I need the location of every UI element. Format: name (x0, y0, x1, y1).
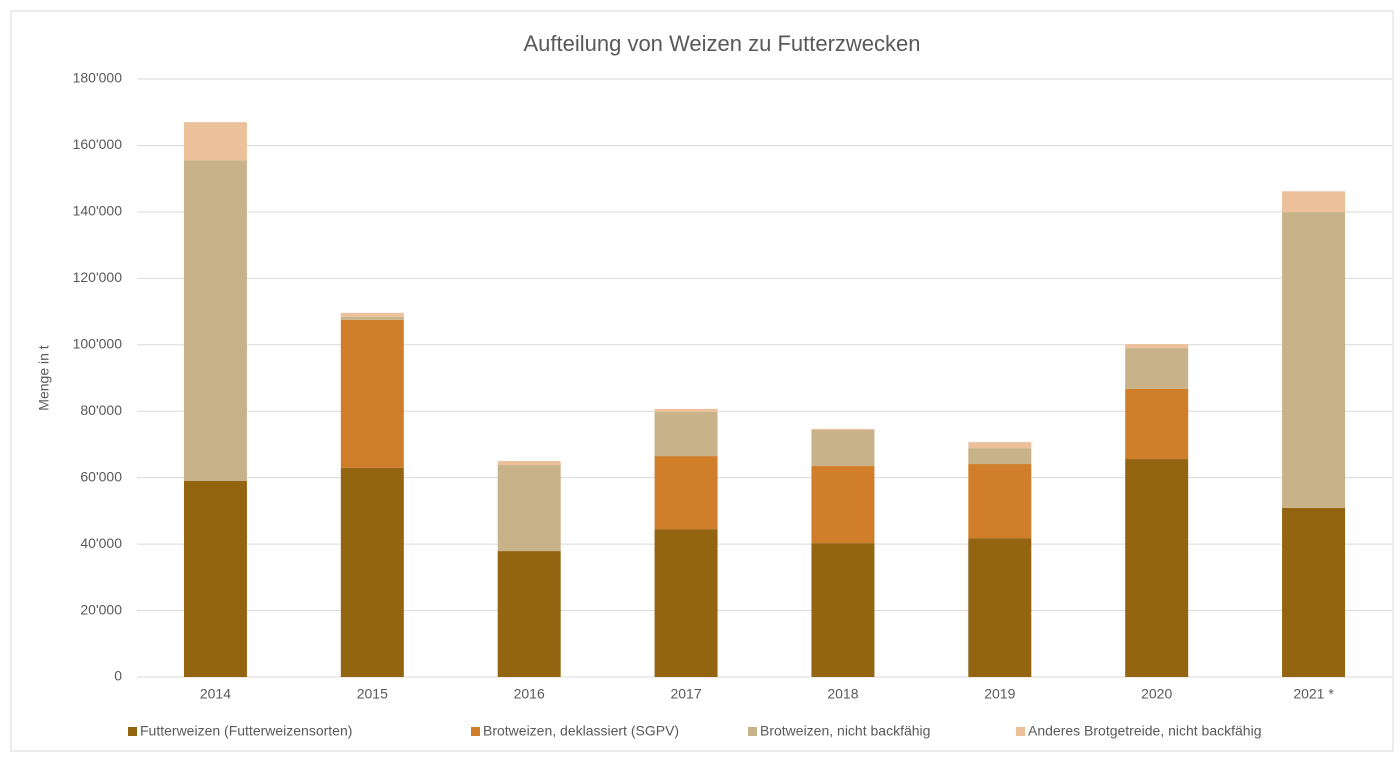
y-tick-label: 160'000 (73, 136, 123, 152)
legend-swatch (1016, 727, 1025, 736)
bar-segment (340, 312, 404, 317)
bar-segment (968, 538, 1032, 677)
legend-swatch (128, 727, 137, 736)
x-tick-label: 2017 (670, 686, 701, 702)
bar-segment (654, 408, 718, 412)
chart-title: Aufteilung von Weizen zu Futterzwecken (523, 31, 920, 56)
y-axis-label: Menge in t (36, 345, 52, 410)
y-tick-label: 140'000 (73, 203, 123, 219)
bar-segment (183, 480, 247, 677)
legend-label: Anderes Brotgetreide, nicht backfähig (1028, 723, 1261, 739)
bar-segment (1125, 348, 1189, 389)
y-tick-label: 20'000 (80, 601, 122, 617)
bar-segment (968, 442, 1032, 449)
x-tick-label: 2015 (357, 686, 388, 702)
bar-segment (183, 160, 247, 481)
y-tick-label: 100'000 (73, 335, 123, 351)
bar-segment (654, 411, 718, 457)
bar-segment (1125, 459, 1189, 677)
bar-segment (1282, 212, 1346, 508)
bar-segment (1282, 507, 1346, 677)
bar-segment (1125, 344, 1189, 349)
x-tick-label: 2014 (200, 686, 231, 702)
bar-segment (811, 466, 875, 544)
bar-segment (811, 429, 875, 467)
x-tick-label: 2021 * (1293, 686, 1334, 702)
y-tick-label: 40'000 (80, 535, 122, 551)
bar-segment (340, 316, 404, 320)
y-tick-label: 60'000 (80, 468, 122, 484)
bar-segment (340, 319, 404, 468)
y-tick-label: 0 (114, 668, 122, 684)
x-tick-label: 2019 (984, 686, 1015, 702)
x-tick-label: 2018 (827, 686, 858, 702)
bar-segment (1282, 191, 1346, 213)
bar-segment (654, 529, 718, 677)
bar-segment (811, 428, 875, 430)
bar-segment (1125, 388, 1189, 460)
x-tick-label: 2016 (514, 686, 545, 702)
legend-label: Brotweizen, deklassiert (SGPV) (483, 723, 679, 739)
legend-swatch (748, 727, 757, 736)
bar-segment (497, 461, 561, 466)
bar-segment (183, 122, 247, 161)
bar-segment (968, 464, 1032, 539)
bar-segment (497, 551, 561, 677)
bar-segment (654, 456, 718, 530)
bar-segment (811, 543, 875, 677)
legend-swatch (471, 727, 480, 736)
legend-label: Futterweizen (Futterweizensorten) (140, 723, 352, 739)
y-tick-label: 120'000 (73, 269, 123, 285)
x-tick-label: 2020 (1141, 686, 1172, 702)
bar-segment (497, 465, 561, 552)
bar-segment (340, 467, 404, 677)
bar-segment (968, 448, 1032, 465)
legend-label: Brotweizen, nicht backfähig (760, 723, 930, 739)
y-tick-label: 80'000 (80, 402, 122, 418)
y-tick-label: 180'000 (73, 70, 123, 86)
